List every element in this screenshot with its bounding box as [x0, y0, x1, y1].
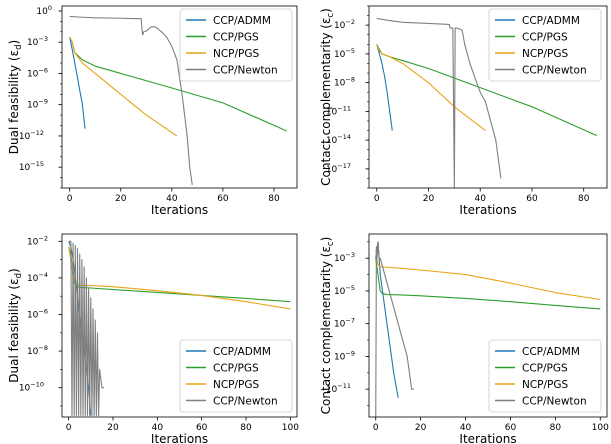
- legend-label: CCP/PGS: [522, 362, 568, 374]
- series-line-ccp-admm: [69, 37, 86, 129]
- legend-box: [488, 8, 602, 82]
- series-line-ncp-pgs: [375, 250, 601, 301]
- x-axis-label: Iterations: [459, 432, 516, 444]
- plot-frame: [368, 233, 608, 418]
- legend: CCP/ADMM CCP/PGS NCP/PGS CCP/Newton: [179, 339, 293, 413]
- series-line-ncp-pgs: [69, 36, 178, 137]
- y-tick-label: 10−5: [334, 284, 355, 297]
- legend-label: CCP/PGS: [522, 31, 568, 43]
- legend-label: NCP/PGS: [213, 48, 260, 60]
- x-tick-label: 80: [550, 423, 562, 433]
- y-tick-label: 10−11: [326, 104, 351, 117]
- plot-frame: [61, 233, 298, 418]
- series-line-ncp-pgs: [376, 44, 486, 131]
- legend-label: CCP/ADMM: [213, 15, 271, 27]
- series-line-ccp-pgs: [376, 44, 597, 137]
- series-line-ncp-pgs: [68, 246, 291, 310]
- legend-box: [179, 339, 293, 413]
- y-tick-label: 10−12: [19, 129, 44, 142]
- y-axis-label: Contact complementarity (εc): [319, 8, 336, 186]
- y-tick-label: 10−7: [334, 317, 355, 330]
- chart-panel-1: 0 20 40 60 80 100 10−3 10−6 10−9 10−12 10−15 Iterat…: [7, 4, 298, 217]
- y-tick-label: 10−6: [27, 66, 48, 79]
- y-tick-label: 10−8: [334, 76, 355, 89]
- x-axis-label: Iterations: [459, 203, 516, 217]
- legend-label: CCP/ADMM: [213, 346, 271, 358]
- y-axis-label: Contact complementarity (εc): [319, 237, 336, 415]
- y-tick-label: 10−2: [334, 18, 355, 31]
- legend-label: CCP/PGS: [213, 362, 259, 374]
- y-tick-label: 10−2: [27, 234, 48, 247]
- y-tick-label: 10−4: [27, 271, 48, 284]
- plot-frame: [61, 5, 298, 189]
- x-tick-label: 60: [217, 194, 229, 204]
- series-line-ccp-newton: [376, 17, 502, 188]
- y-tick-label: 10−3: [27, 35, 48, 48]
- legend: CCP/ADMM CCP/PGS NCP/PGS CCP/Newton: [179, 8, 293, 82]
- x-tick-label: 80: [268, 194, 280, 204]
- y-tick-label: 10−15: [19, 160, 44, 173]
- y-tick-label: 10−11: [326, 382, 351, 395]
- legend-label: CCP/Newton: [213, 64, 278, 76]
- y-axis-label: Dual feasibility (εd): [7, 268, 24, 382]
- x-tick-label: 40: [166, 194, 178, 204]
- y-tick-label: 10−17: [326, 162, 351, 175]
- x-tick-label: 20: [415, 423, 427, 433]
- x-tick-label: 40: [152, 423, 164, 433]
- series-line-ccp-newton: [69, 15, 193, 185]
- y-tick-label: 100: [36, 4, 52, 17]
- chart-panel-2: 0 20 40 60 80 10−2 10−5 10−8 10−11 10−14 10−17 Iter…: [319, 5, 608, 217]
- x-tick-label: 0: [373, 423, 379, 433]
- y-tick-label: 10−6: [27, 307, 48, 320]
- legend-box: [179, 8, 293, 82]
- plot-frame: [368, 5, 608, 189]
- x-axis-label: Iterations: [151, 432, 208, 444]
- y-tick-label: 10−14: [326, 133, 351, 146]
- x-tick-label: 60: [196, 423, 208, 433]
- y-tick-label: 10−5: [334, 47, 355, 60]
- legend: CCP/ADMM CCP/PGS NCP/PGS CCP/Newton: [488, 339, 602, 413]
- series-line-ccp-newton: [68, 240, 105, 417]
- x-tick-label: 0: [374, 194, 380, 204]
- legend-box: [488, 339, 602, 413]
- legend-label: NCP/PGS: [213, 379, 260, 391]
- series-line-ccp-newton: [375, 241, 414, 417]
- legend-label: NCP/PGS: [522, 379, 569, 391]
- x-tick-label: 40: [460, 423, 472, 433]
- series-line-ccp-admm: [376, 44, 393, 131]
- y-axis-label: Dual feasibility (εd): [7, 40, 24, 154]
- y-tick-label: 10−8: [27, 344, 48, 357]
- x-tick-label: 40: [475, 194, 487, 204]
- legend-label: CCP/PGS: [213, 31, 259, 43]
- x-tick-label: 80: [578, 194, 590, 204]
- x-tick-label: 60: [526, 194, 538, 204]
- legend-label: NCP/PGS: [522, 48, 569, 60]
- y-tick-label: 10−9: [334, 349, 355, 362]
- y-tick-label: 10−9: [27, 98, 48, 111]
- x-tick-label: 0: [67, 194, 73, 204]
- x-tick-label: 80: [240, 423, 252, 433]
- x-tick-label: 100: [592, 423, 609, 433]
- legend-label: CCP/Newton: [522, 64, 587, 76]
- x-tick-label: 20: [423, 194, 435, 204]
- legend-label: CCP/Newton: [522, 395, 587, 407]
- x-tick-label: 100: [282, 423, 299, 433]
- legend-label: CCP/ADMM: [522, 15, 580, 27]
- x-tick-label: 60: [505, 423, 517, 433]
- legend: CCP/ADMM CCP/PGS NCP/PGS CCP/Newton: [488, 8, 602, 82]
- series-line-ccp-pgs: [375, 258, 601, 310]
- x-tick-label: 0: [66, 423, 72, 433]
- y-tick-label: 10−10: [19, 381, 44, 394]
- y-tick-label: 10−3: [334, 251, 355, 264]
- x-tick-label: 20: [107, 423, 119, 433]
- x-axis-label: Iterations: [151, 203, 208, 217]
- legend-label: CCP/ADMM: [522, 346, 580, 358]
- legend-label: CCP/Newton: [213, 395, 278, 407]
- chart-panel-4: 0 20 40 60 80 100 10−3 10−5 10−7 10−9 10−11 Iterati…: [319, 233, 609, 444]
- x-tick-label: 20: [115, 194, 127, 204]
- chart-panel-3: 0 20 40 60 80 100 10−2 10−4 10−6 10−8 10−10 Iterati…: [7, 233, 299, 444]
